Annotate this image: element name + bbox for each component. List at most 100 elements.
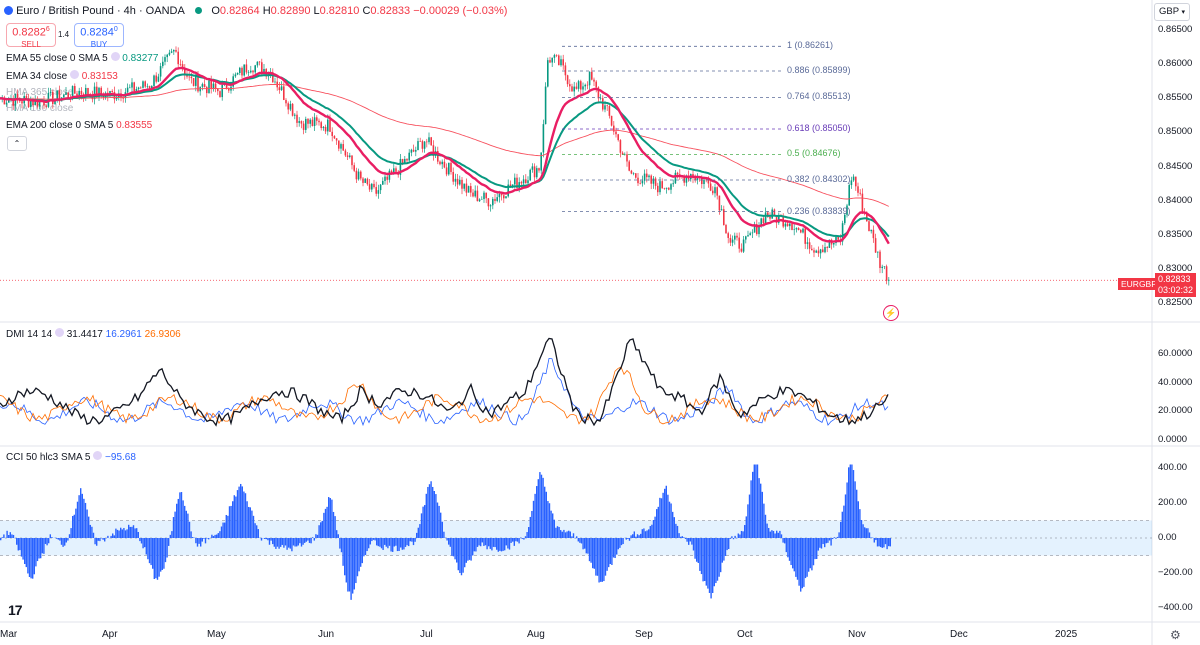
cci-bar — [214, 534, 216, 538]
candle-body — [63, 94, 65, 98]
symbol-title[interactable]: Euro / British Pound · 4h · OANDA — [16, 5, 185, 17]
candle-body — [529, 169, 531, 181]
candle-body — [474, 190, 476, 197]
candle-body — [606, 105, 608, 107]
legend-ema55[interactable]: EMA 55 close 0 SMA 5 0.83277 — [6, 52, 159, 64]
cci-bar — [44, 538, 47, 544]
cci-bar — [96, 538, 98, 546]
cci-bar — [692, 538, 695, 551]
currency-selector[interactable]: GBP ▾ — [1154, 3, 1190, 21]
cci-bar — [145, 538, 147, 555]
candle-body — [577, 81, 580, 89]
candle-body — [549, 60, 551, 63]
candle-body — [784, 223, 787, 227]
chevron-down-icon: ▾ — [1181, 9, 1186, 16]
cci-bar — [41, 538, 43, 554]
candle-body — [126, 87, 129, 93]
cci-bar — [265, 538, 267, 540]
lightning-icon[interactable]: ⚡ — [883, 305, 899, 321]
candle-body — [676, 172, 679, 175]
buy-button[interactable]: 0.82840 BUY — [74, 23, 124, 49]
cci-bar — [505, 538, 507, 546]
candle-body — [694, 177, 696, 181]
sell-button[interactable]: 0.82826 SELL — [6, 23, 56, 49]
cci-bar — [452, 538, 455, 557]
cci-bar — [368, 538, 370, 549]
cci-bar — [339, 538, 341, 549]
cci-bar — [710, 538, 712, 599]
cci-bar — [86, 509, 88, 538]
cci-bar — [766, 523, 768, 538]
cci-bar — [304, 538, 306, 543]
cci-bar — [568, 530, 570, 538]
cci-bar — [496, 538, 498, 550]
cci-bar — [667, 494, 669, 538]
legend-hma365[interactable]: HMA 365 close — [6, 87, 74, 98]
cci-bar — [22, 538, 24, 560]
legend-cci[interactable]: CCI 50 hlc3 SMA 5 −95.68 — [6, 451, 136, 463]
candle-body — [408, 152, 410, 161]
candle-body — [291, 103, 294, 116]
candle-body — [111, 90, 113, 92]
cci-bar — [344, 538, 346, 576]
gear-icon[interactable]: ⚙ — [1170, 628, 1181, 642]
settings-icon[interactable] — [93, 451, 103, 460]
collapse-legend-button[interactable]: ⌃ — [7, 136, 27, 151]
candle-body — [731, 239, 734, 243]
cci-bar — [65, 538, 67, 543]
cci-bar — [427, 486, 429, 538]
cci-bar — [6, 530, 8, 538]
candle-body — [188, 76, 190, 78]
cci-bar — [360, 538, 362, 567]
cci-bar — [769, 531, 771, 538]
cci-bar — [609, 538, 611, 565]
candle-body — [670, 184, 672, 190]
cci-bar — [89, 524, 91, 538]
candle-body — [52, 91, 54, 105]
cci-bar — [46, 538, 48, 546]
cci-bar — [633, 531, 635, 538]
settings-icon[interactable] — [54, 328, 64, 337]
candle-body — [166, 54, 168, 58]
candle-body — [263, 68, 265, 74]
cci-bar — [640, 533, 642, 538]
candle-body — [786, 223, 789, 227]
cci-bar — [814, 538, 816, 560]
cci-bar — [230, 505, 232, 538]
candle-body — [179, 64, 182, 65]
cci-bar — [432, 486, 434, 538]
time-tick: May — [207, 629, 226, 640]
fib-level-label: 0.764 (0.85513) — [787, 91, 851, 102]
candle-body — [214, 83, 217, 89]
candle-body — [707, 179, 710, 184]
time-tick: Oct — [737, 629, 753, 640]
legend-ema34[interactable]: EMA 34 close 0.83153 — [6, 70, 118, 82]
settings-icon[interactable] — [69, 70, 79, 79]
legend-ema200[interactable]: EMA 200 close 0 SMA 5 0.83555 — [6, 120, 153, 131]
cci-bar — [224, 522, 226, 538]
cci-bar — [801, 538, 803, 589]
cci-bar — [691, 538, 693, 545]
cci-bar — [436, 502, 439, 538]
cci-bar — [67, 538, 69, 541]
cci-bar — [552, 513, 554, 538]
symbol-header[interactable]: Euro / British Pound · 4h · OANDA O0.828… — [4, 5, 507, 17]
candle-body — [584, 84, 586, 87]
candle-body — [159, 66, 162, 77]
cci-bar — [70, 528, 72, 538]
cci-bar — [416, 532, 418, 538]
candle-body — [135, 89, 138, 92]
cci-bar — [742, 531, 744, 538]
time-tick: Sep — [635, 629, 653, 640]
legend-dmi[interactable]: DMI 14 14 31.4417 16.2961 26.9306 — [6, 328, 181, 340]
settings-icon[interactable] — [110, 52, 120, 61]
candle-body — [16, 93, 19, 99]
candle-body — [868, 221, 870, 232]
cci-bar — [662, 492, 664, 538]
cci-bar — [62, 538, 64, 547]
cci-bar — [707, 538, 709, 589]
cci-bar — [678, 533, 680, 538]
cci-bar — [33, 538, 35, 575]
candle-body — [67, 92, 69, 98]
